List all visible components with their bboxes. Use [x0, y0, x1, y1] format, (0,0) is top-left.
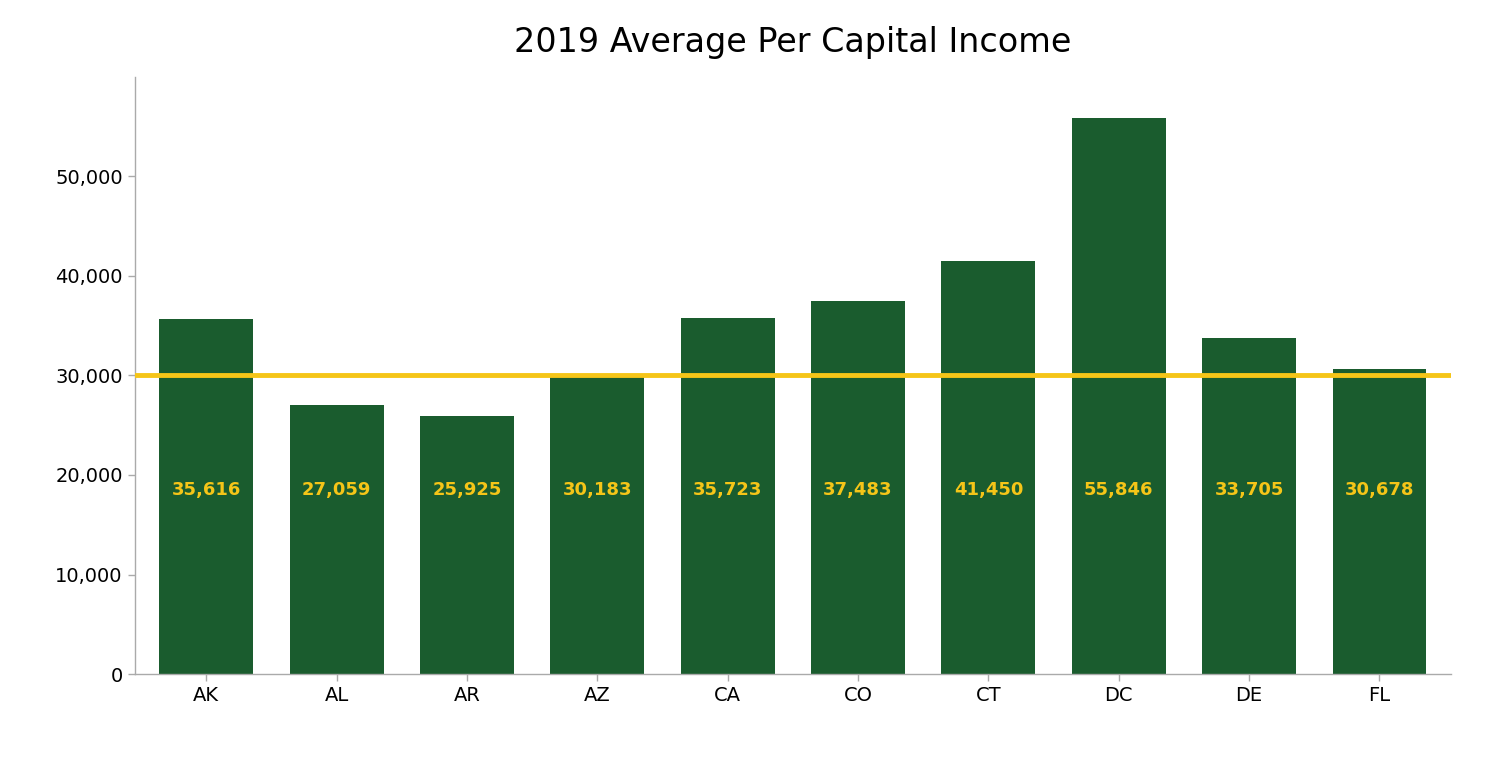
Text: 41,450: 41,450: [954, 481, 1023, 499]
Bar: [1203, 339, 1296, 674]
Text: 35,616: 35,616: [172, 481, 241, 499]
Bar: [290, 404, 383, 674]
Bar: [1333, 368, 1426, 674]
Bar: [811, 301, 905, 674]
Title: 2019 Average Per Capital Income: 2019 Average Per Capital Income: [515, 25, 1071, 59]
Text: 30,678: 30,678: [1345, 481, 1414, 499]
Bar: [420, 416, 515, 674]
Text: 55,846: 55,846: [1085, 481, 1153, 499]
Text: 27,059: 27,059: [302, 481, 371, 499]
Text: 37,483: 37,483: [823, 481, 893, 499]
Text: 30,183: 30,183: [562, 481, 633, 499]
Bar: [681, 319, 775, 674]
Bar: [1071, 118, 1165, 674]
Text: 35,723: 35,723: [693, 481, 763, 499]
Bar: [160, 319, 253, 674]
Bar: [941, 261, 1035, 674]
Text: 25,925: 25,925: [432, 481, 501, 499]
Text: 33,705: 33,705: [1215, 481, 1284, 499]
Bar: [551, 374, 645, 674]
